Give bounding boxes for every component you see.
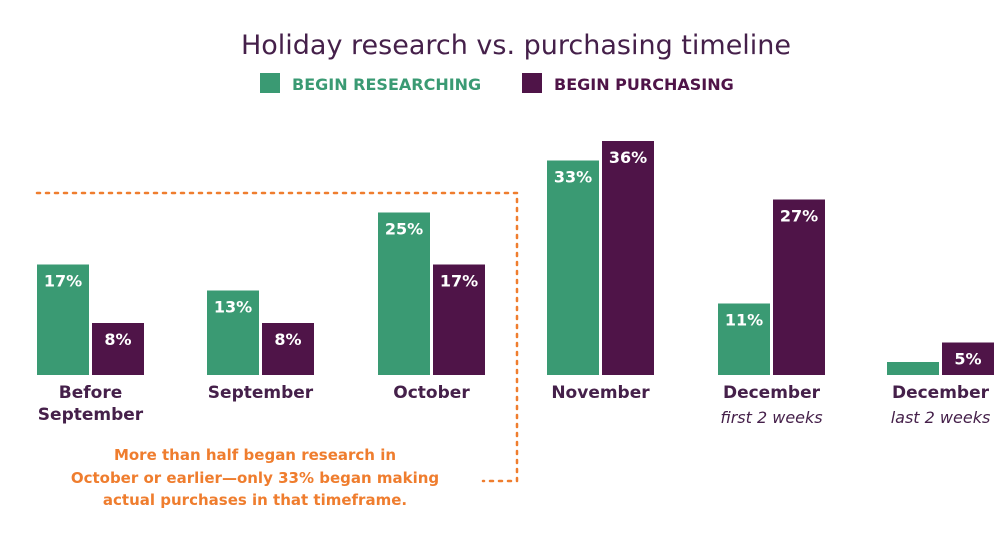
category-label-0: Before bbox=[59, 383, 122, 403]
annotation-line-2-highlight: only 33% bbox=[237, 469, 314, 487]
annotation-line-2-part-a: October or earlier— bbox=[71, 469, 237, 487]
value-label-purchase-2: 17% bbox=[440, 272, 478, 291]
category-label-5: December bbox=[892, 383, 990, 403]
legend-swatch-research bbox=[260, 73, 280, 93]
bar-purchase-2 bbox=[433, 264, 485, 375]
value-label-research-0: 17% bbox=[44, 272, 82, 291]
bar-research-2 bbox=[378, 212, 430, 375]
bar-purchase-0 bbox=[92, 323, 144, 375]
annotation-line-2-part-c: began making bbox=[314, 469, 439, 487]
value-label-research-2: 25% bbox=[385, 220, 423, 239]
category-label-2: October bbox=[393, 383, 470, 403]
annotation-line-3: actual purchases in that timeframe. bbox=[103, 491, 407, 509]
legend: BEGIN RESEARCHING BEGIN PURCHASING bbox=[260, 73, 734, 94]
annotation-line-1: More than half began research in bbox=[114, 446, 396, 464]
category-label-1: September bbox=[208, 383, 314, 403]
category-label-3: November bbox=[551, 383, 650, 403]
value-label-purchase-0: 8% bbox=[104, 330, 131, 349]
bar-research-3 bbox=[547, 160, 599, 375]
category-label-4: December bbox=[723, 383, 821, 403]
value-label-purchase-5: 5% bbox=[954, 350, 981, 369]
value-label-research-5: 2% bbox=[899, 340, 926, 359]
chart-title: Holiday research vs. purchasing timeline bbox=[241, 30, 791, 61]
annotation: More than half began research in October… bbox=[71, 446, 439, 509]
bar-purchase-5 bbox=[942, 342, 994, 375]
bars-group: 17% 8% 13% 8% 25% 17% 33% 36% 11% 27% 2% 5% bbox=[37, 141, 994, 375]
legend-label-research: BEGIN RESEARCHING bbox=[292, 75, 481, 94]
value-label-purchase-3: 36% bbox=[609, 148, 647, 167]
legend-label-purchase: BEGIN PURCHASING bbox=[554, 75, 734, 94]
annotation-line-2: October or earlier—only 33% began making bbox=[71, 469, 439, 487]
value-label-purchase-1: 8% bbox=[274, 330, 301, 349]
bar-research-5 bbox=[887, 362, 939, 375]
category-label-line2-0: September bbox=[38, 405, 144, 425]
value-label-research-3: 33% bbox=[554, 168, 592, 187]
annotation-bracket bbox=[35, 191, 519, 483]
bar-purchase-4 bbox=[773, 199, 825, 375]
category-sublabel-5: last 2 weeks bbox=[891, 408, 991, 427]
value-label-research-4: 11% bbox=[725, 311, 763, 330]
bar-purchase-1 bbox=[262, 323, 314, 375]
category-sublabel-4: first 2 weeks bbox=[720, 408, 822, 427]
value-label-purchase-4: 27% bbox=[780, 207, 818, 226]
bar-research-0 bbox=[37, 264, 89, 375]
bar-purchase-3 bbox=[602, 141, 654, 375]
bar-research-4 bbox=[718, 303, 770, 375]
value-label-research-1: 13% bbox=[214, 298, 252, 317]
legend-swatch-purchase bbox=[522, 73, 542, 93]
bar-research-1 bbox=[207, 290, 259, 375]
